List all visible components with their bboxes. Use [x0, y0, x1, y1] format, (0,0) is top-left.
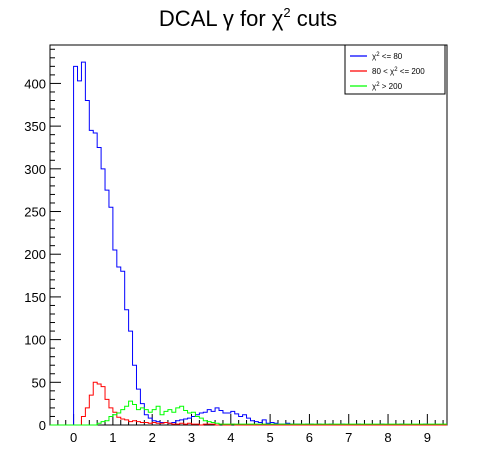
y-tick-label: 150 — [24, 290, 46, 305]
legend: χ2 <= 80 80 < χ2 <= 200 χ2 > 200 — [344, 44, 446, 95]
legend-entry-1: χ2 <= 80 — [372, 52, 403, 61]
legend-2-sup: 2 — [394, 67, 398, 73]
y-tick-label: 50 — [32, 375, 46, 390]
legend-2-rest: <= 200 — [398, 67, 426, 76]
legend-2-pre: 80 < — [372, 67, 390, 76]
title-gamma: γ — [223, 6, 234, 31]
x-axis: 0 1 2 3 4 5 6 7 8 9 — [49, 414, 444, 445]
title-chi: χ — [272, 6, 284, 31]
legend-2-chi: χ — [390, 67, 395, 76]
title-suffix: cuts — [291, 6, 337, 31]
x-tick-label: 1 — [109, 430, 116, 445]
title-superscript: 2 — [283, 5, 290, 20]
series-3-histogram — [50, 400, 447, 426]
x-tick-label: 3 — [188, 430, 195, 445]
legend-entry-3: χ2 > 200 — [372, 82, 403, 91]
y-tick-label: 100 — [24, 333, 46, 348]
y-axis: 0 50 100 150 200 250 300 350 400 — [24, 48, 61, 433]
legend-3-sup: 2 — [376, 82, 380, 88]
legend-3-chi: χ — [372, 82, 377, 91]
x-tick-label: 0 — [70, 430, 77, 445]
y-tick-label: 300 — [24, 162, 46, 177]
legend-1-chi: χ — [372, 52, 377, 61]
title-prefix: DCAL — [159, 6, 223, 31]
legend-entry-2: 80 < χ2 <= 200 — [372, 67, 425, 76]
chart-title: DCAL γ for χ2 cuts — [159, 5, 337, 31]
y-tick-label: 400 — [24, 76, 46, 91]
y-tick-label: 250 — [24, 205, 46, 220]
x-tick-label: 5 — [267, 430, 274, 445]
x-tick-label: 6 — [306, 430, 313, 445]
y-tick-label: 200 — [24, 247, 46, 262]
title-middle: for — [234, 6, 272, 31]
x-tick-label: 7 — [345, 430, 352, 445]
x-tick-label: 2 — [149, 430, 156, 445]
y-tick-label: 350 — [24, 119, 46, 134]
series-2-histogram — [50, 381, 447, 426]
legend-1-rest: <= 80 — [380, 52, 403, 61]
x-tick-label: 8 — [384, 430, 391, 445]
legend-1-sup: 2 — [376, 52, 380, 58]
y-tick-label: 0 — [39, 418, 46, 433]
legend-3-rest: > 200 — [380, 82, 403, 91]
series-layer — [50, 61, 447, 426]
x-tick-label: 9 — [424, 430, 431, 445]
x-tick-label: 4 — [227, 430, 234, 445]
